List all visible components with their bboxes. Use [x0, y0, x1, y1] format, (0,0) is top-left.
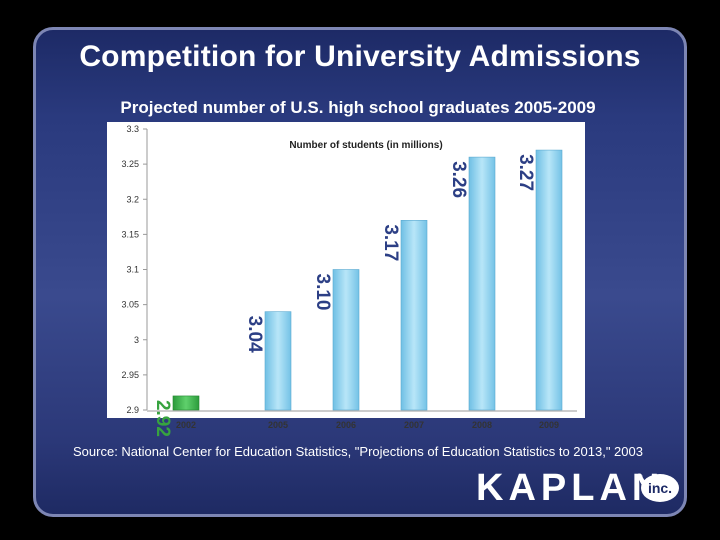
logo-wordmark: KAPLAN [476, 467, 665, 509]
y-tick-label: 3.2 [126, 194, 139, 204]
x-tick-label-2009: 2009 [539, 420, 559, 430]
x-tick-label-2007: 2007 [404, 420, 424, 430]
bar-2002 [172, 395, 200, 411]
y-tick-label: 2.9 [126, 405, 139, 415]
y-tick-label: 3.1 [126, 265, 139, 275]
bar-2006 [332, 269, 360, 411]
x-tick-labels: 2002 2005 2006 2007 2008 2009 [176, 420, 559, 430]
y-tick-label: 2.95 [121, 370, 139, 380]
value-label-2005: 3.04 [244, 316, 265, 353]
y-tick-label: 3.3 [126, 124, 139, 134]
registered-mark: ® [636, 472, 643, 482]
bar-2007 [400, 220, 428, 411]
y-axis: 2.9 2.95 3 3.05 3.1 3.15 3.2 3.25 3.3 [121, 124, 148, 415]
bar-2005 [264, 311, 292, 411]
y-tick-label: 3.05 [121, 300, 139, 310]
value-label-2006: 3.10 [312, 274, 333, 311]
y-tick-label: 3.25 [121, 159, 139, 169]
source-note: Source: National Center for Education St… [73, 444, 643, 459]
value-labels-group: 2.92 3.04 3.10 3.17 3.26 3.27 [152, 154, 536, 437]
x-tick-label-2006: 2006 [336, 420, 356, 430]
value-label-2007: 3.17 [380, 224, 401, 261]
x-tick-label-2008: 2008 [472, 420, 492, 430]
bar-2009 [535, 149, 563, 411]
inner-chart-title: Number of students (in millions) [289, 140, 442, 151]
chart-subtitle: Projected number of U.S. high school gra… [120, 98, 596, 117]
y-tick-label: 3.15 [121, 229, 139, 239]
x-tick-label-2002: 2002 [176, 420, 196, 430]
y-tick-label: 3 [134, 335, 139, 345]
bars-group [172, 149, 563, 411]
inc-badge: inc. [641, 474, 679, 502]
slide-title: Competition for University Admissions [79, 40, 641, 73]
value-label-2009: 3.27 [515, 154, 536, 191]
value-label-2002: 2.92 [152, 400, 173, 437]
value-label-2008: 3.26 [448, 161, 469, 198]
kaplan-logo: KAPLAN ® inc. [476, 466, 686, 510]
bar-2008 [468, 156, 496, 411]
x-tick-label-2005: 2005 [268, 420, 288, 430]
